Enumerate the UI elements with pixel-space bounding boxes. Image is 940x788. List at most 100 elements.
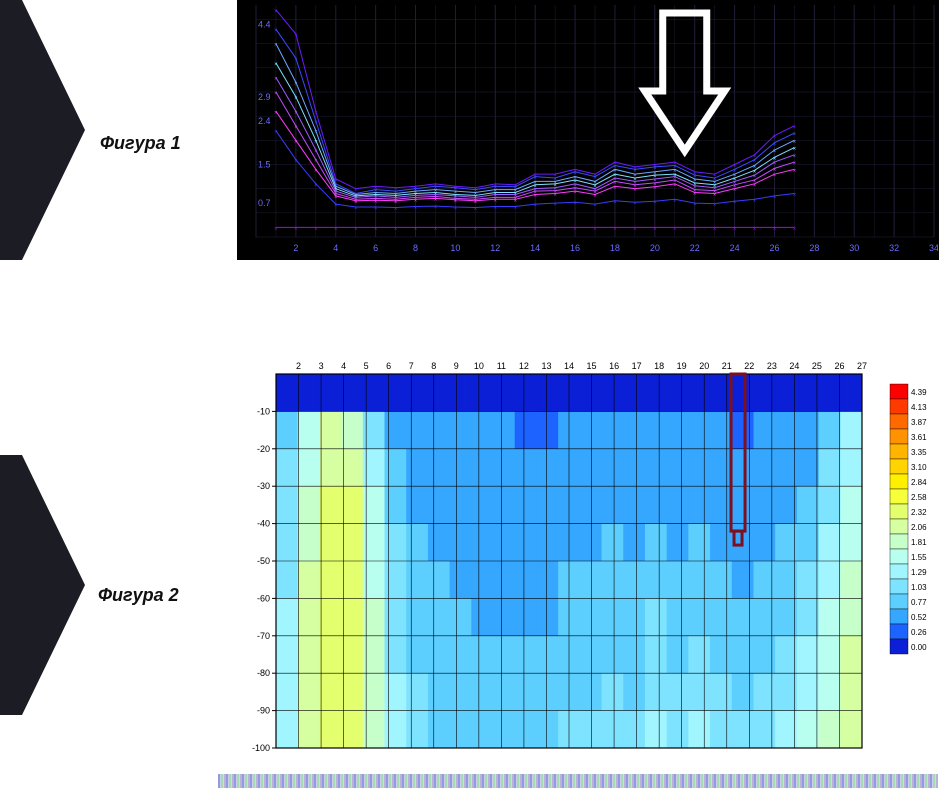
svg-text:20: 20 — [650, 243, 660, 253]
svg-text:2.9: 2.9 — [258, 92, 271, 102]
svg-text:0.26: 0.26 — [911, 628, 927, 637]
svg-text:×: × — [673, 198, 677, 204]
svg-text:-90: -90 — [257, 706, 270, 716]
svg-text:×: × — [513, 198, 517, 204]
svg-text:×: × — [374, 199, 378, 205]
svg-text:×: × — [793, 139, 797, 145]
figure-1-label: Фигура 1 — [100, 133, 181, 154]
svg-text:12: 12 — [490, 243, 500, 253]
svg-text:×: × — [793, 161, 797, 167]
svg-text:×: × — [294, 110, 298, 116]
svg-text:×: × — [274, 9, 278, 15]
svg-text:×: × — [274, 43, 278, 49]
svg-text:8: 8 — [431, 361, 436, 371]
svg-text:10: 10 — [450, 243, 460, 253]
svg-text:×: × — [274, 226, 278, 232]
svg-text:×: × — [274, 62, 278, 68]
svg-text:×: × — [454, 226, 458, 232]
svg-text:4.13: 4.13 — [911, 403, 927, 412]
svg-text:-100: -100 — [252, 743, 270, 753]
svg-text:4: 4 — [333, 243, 338, 253]
noise-strip — [218, 774, 938, 788]
svg-text:11: 11 — [497, 361, 506, 371]
svg-text:×: × — [474, 200, 478, 206]
svg-text:×: × — [573, 201, 577, 207]
svg-text:×: × — [314, 110, 318, 116]
svg-text:6: 6 — [373, 243, 378, 253]
svg-text:×: × — [294, 33, 298, 39]
svg-text:×: × — [274, 91, 278, 97]
svg-text:27: 27 — [857, 361, 867, 371]
svg-text:×: × — [773, 195, 777, 201]
svg-text:26: 26 — [834, 361, 844, 371]
page: Фигура 1 Фигура 2 2468101214161820222426… — [0, 0, 940, 788]
svg-text:1.55: 1.55 — [911, 553, 927, 562]
svg-text:32: 32 — [889, 243, 899, 253]
svg-text:14: 14 — [530, 243, 540, 253]
svg-text:×: × — [334, 195, 338, 201]
svg-text:28: 28 — [809, 243, 819, 253]
svg-text:×: × — [733, 226, 737, 232]
svg-text:2.06: 2.06 — [911, 523, 927, 532]
svg-text:×: × — [394, 200, 398, 206]
svg-text:×: × — [593, 193, 597, 199]
svg-text:7: 7 — [409, 361, 414, 371]
svg-text:×: × — [414, 226, 418, 232]
svg-text:×: × — [713, 226, 717, 232]
svg-text:2.4: 2.4 — [258, 116, 271, 126]
svg-text:3: 3 — [319, 361, 324, 371]
svg-text:×: × — [314, 149, 318, 155]
svg-text:×: × — [793, 132, 797, 138]
svg-text:×: × — [553, 193, 557, 199]
svg-text:8: 8 — [413, 243, 418, 253]
svg-text:×: × — [314, 168, 318, 174]
svg-text:×: × — [494, 206, 498, 212]
svg-text:×: × — [533, 193, 537, 199]
svg-text:22: 22 — [690, 243, 700, 253]
svg-text:×: × — [494, 198, 498, 204]
svg-text:×: × — [434, 226, 438, 232]
svg-text:0.00: 0.00 — [911, 643, 927, 652]
svg-text:25: 25 — [812, 361, 822, 371]
svg-text:24: 24 — [789, 361, 799, 371]
svg-text:×: × — [793, 125, 797, 131]
svg-text:3.35: 3.35 — [911, 448, 927, 457]
svg-text:×: × — [633, 201, 637, 207]
svg-text:×: × — [753, 183, 757, 189]
svg-text:×: × — [334, 226, 338, 232]
svg-text:×: × — [693, 226, 697, 232]
svg-text:4.4: 4.4 — [258, 19, 271, 29]
svg-text:26: 26 — [769, 243, 779, 253]
svg-text:×: × — [334, 203, 338, 209]
svg-text:×: × — [294, 125, 298, 131]
svg-text:2: 2 — [293, 243, 298, 253]
svg-text:-40: -40 — [257, 519, 270, 529]
svg-text:1.29: 1.29 — [911, 568, 927, 577]
svg-text:×: × — [513, 226, 517, 232]
heat-map: 2345678910111213141516171819202122232425… — [236, 356, 936, 756]
svg-text:19: 19 — [677, 361, 687, 371]
svg-text:24: 24 — [730, 243, 740, 253]
svg-text:2.32: 2.32 — [911, 508, 927, 517]
svg-text:×: × — [314, 130, 318, 136]
svg-text:1.03: 1.03 — [911, 583, 927, 592]
svg-text:×: × — [533, 203, 537, 209]
svg-text:12: 12 — [519, 361, 529, 371]
svg-text:×: × — [533, 226, 537, 232]
svg-text:×: × — [793, 193, 797, 199]
svg-text:15: 15 — [587, 361, 597, 371]
svg-text:×: × — [593, 203, 597, 209]
svg-text:×: × — [673, 226, 677, 232]
line-chart: 2468101214161820222426283032340.71.52.42… — [237, 0, 939, 260]
svg-text:×: × — [713, 193, 717, 199]
svg-text:16: 16 — [570, 243, 580, 253]
svg-text:×: × — [434, 205, 438, 211]
svg-text:×: × — [633, 226, 637, 232]
svg-text:23: 23 — [767, 361, 777, 371]
svg-text:9: 9 — [454, 361, 459, 371]
svg-text:1.81: 1.81 — [911, 538, 927, 547]
svg-text:×: × — [354, 226, 358, 232]
svg-text:×: × — [374, 206, 378, 212]
svg-text:×: × — [494, 226, 498, 232]
svg-text:×: × — [613, 200, 617, 206]
